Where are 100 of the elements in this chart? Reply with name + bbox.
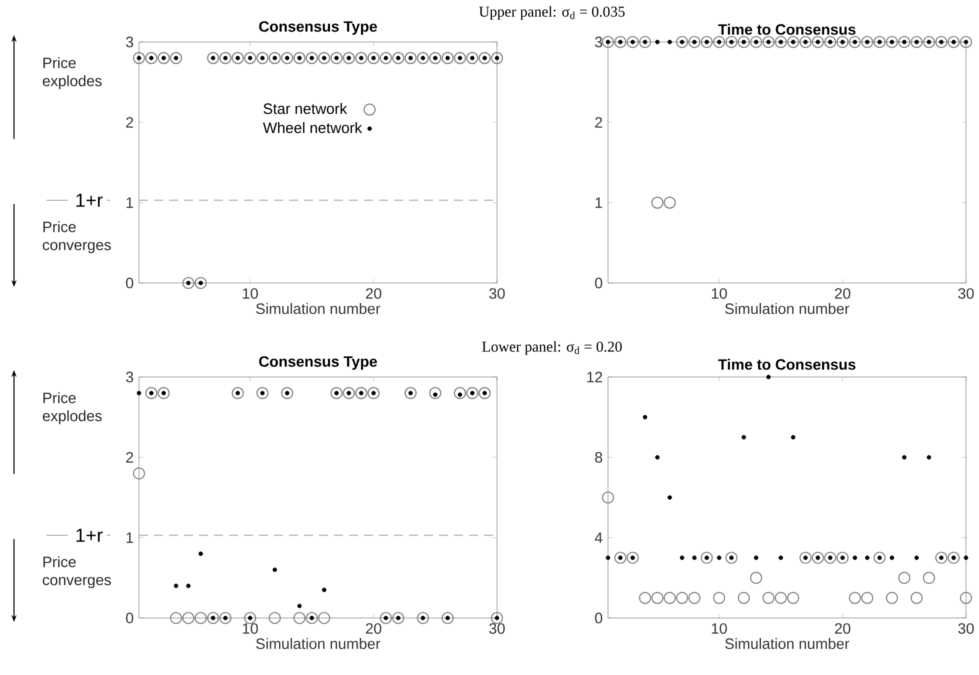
- point: [404, 387, 417, 400]
- point: [787, 592, 800, 604]
- y-tick-label: 12: [587, 372, 602, 382]
- point: [738, 592, 750, 604]
- point: [136, 390, 142, 396]
- point: [614, 552, 626, 564]
- point: [145, 387, 158, 400]
- point: [725, 552, 738, 564]
- point: [466, 387, 478, 400]
- point: [642, 414, 648, 420]
- point: [318, 612, 330, 624]
- point: [926, 455, 932, 460]
- point: [297, 604, 302, 608]
- text: Price explodes: [42, 392, 102, 424]
- point: [442, 612, 454, 624]
- x-tick-label: 20: [834, 288, 850, 299]
- point: [293, 612, 306, 624]
- x-axis-title: Simulation number: [256, 303, 380, 314]
- x-tick-label: 20: [366, 623, 382, 634]
- y-tick-label: 2: [595, 117, 602, 128]
- point: [948, 552, 960, 564]
- ref-line-label: 1+r: [76, 528, 103, 542]
- point: [182, 612, 194, 624]
- y-tick-label: 4: [594, 532, 602, 543]
- x-axis-title: Simulation number: [725, 638, 850, 650]
- point: [762, 592, 775, 604]
- ref-line-label: 1+r: [76, 194, 103, 207]
- point: [651, 592, 664, 604]
- point: [268, 612, 281, 624]
- point: [799, 552, 812, 564]
- y-tick-label: 3: [126, 36, 134, 48]
- point: [380, 612, 392, 624]
- y-tick-label: 2: [126, 452, 134, 463]
- point: [890, 556, 894, 560]
- x-tick-label: 20: [834, 623, 850, 634]
- point: [865, 556, 870, 560]
- text: Lower panel: σ$_{d}$ = 0.20: [482, 341, 622, 355]
- x-axis-title: Simulation number: [725, 303, 850, 314]
- point: [914, 556, 919, 560]
- point: [158, 387, 170, 400]
- point: [355, 387, 368, 400]
- chart-title: Time to Consensus: [718, 358, 856, 370]
- point: [898, 572, 910, 584]
- point: [836, 552, 849, 564]
- chart-title: Consensus Type: [259, 356, 377, 370]
- point: [852, 556, 858, 560]
- point: [219, 612, 232, 624]
- point: [668, 495, 672, 500]
- chart-title: Time to Consensus: [718, 24, 856, 35]
- point: [306, 612, 318, 624]
- point: [256, 387, 268, 400]
- y-tick-label: 0: [595, 612, 602, 624]
- point: [342, 387, 355, 400]
- point: [186, 584, 191, 588]
- point: [638, 592, 652, 604]
- point: [626, 552, 639, 564]
- x-tick-label: 30: [958, 288, 974, 299]
- point: [716, 556, 722, 560]
- y-tick-label: 2: [126, 117, 134, 128]
- chart-title: Consensus Type: [259, 21, 377, 35]
- point: [232, 387, 244, 400]
- point: [874, 552, 886, 564]
- text: Price converges: [42, 221, 111, 254]
- point: [790, 435, 796, 440]
- y-tick-label: 0: [126, 612, 134, 624]
- point: [392, 612, 404, 624]
- y-tick-label: 1: [126, 198, 134, 208]
- y-tick-label: 1: [126, 532, 134, 543]
- point: [478, 387, 491, 400]
- point: [680, 556, 684, 560]
- point: [132, 467, 146, 480]
- point: [902, 455, 906, 460]
- point: [922, 572, 936, 584]
- y-tick-label: 8: [595, 452, 602, 463]
- point: [429, 387, 442, 400]
- y-tick-label: 1: [596, 198, 602, 208]
- point: [848, 592, 861, 604]
- y-tick-label: 3: [595, 36, 602, 48]
- point: [935, 552, 948, 564]
- x-axis-title: Simulation number: [256, 638, 380, 650]
- point: [272, 568, 277, 572]
- point: [322, 588, 326, 592]
- point: [886, 592, 898, 604]
- point: [713, 592, 726, 604]
- point: [742, 435, 746, 440]
- point: [170, 612, 182, 624]
- point: [198, 552, 203, 556]
- point: [655, 455, 660, 460]
- point: [750, 572, 762, 584]
- x-tick-label: 10: [242, 288, 258, 299]
- point: [692, 556, 697, 560]
- point: [664, 592, 676, 604]
- legend-label: Star network: [264, 103, 348, 114]
- x-tick-label: 10: [242, 623, 258, 634]
- point: [964, 556, 968, 560]
- point: [368, 387, 380, 400]
- x-tick-label: 30: [489, 623, 505, 634]
- point: [960, 592, 972, 604]
- point: [606, 556, 610, 560]
- point: [688, 592, 700, 604]
